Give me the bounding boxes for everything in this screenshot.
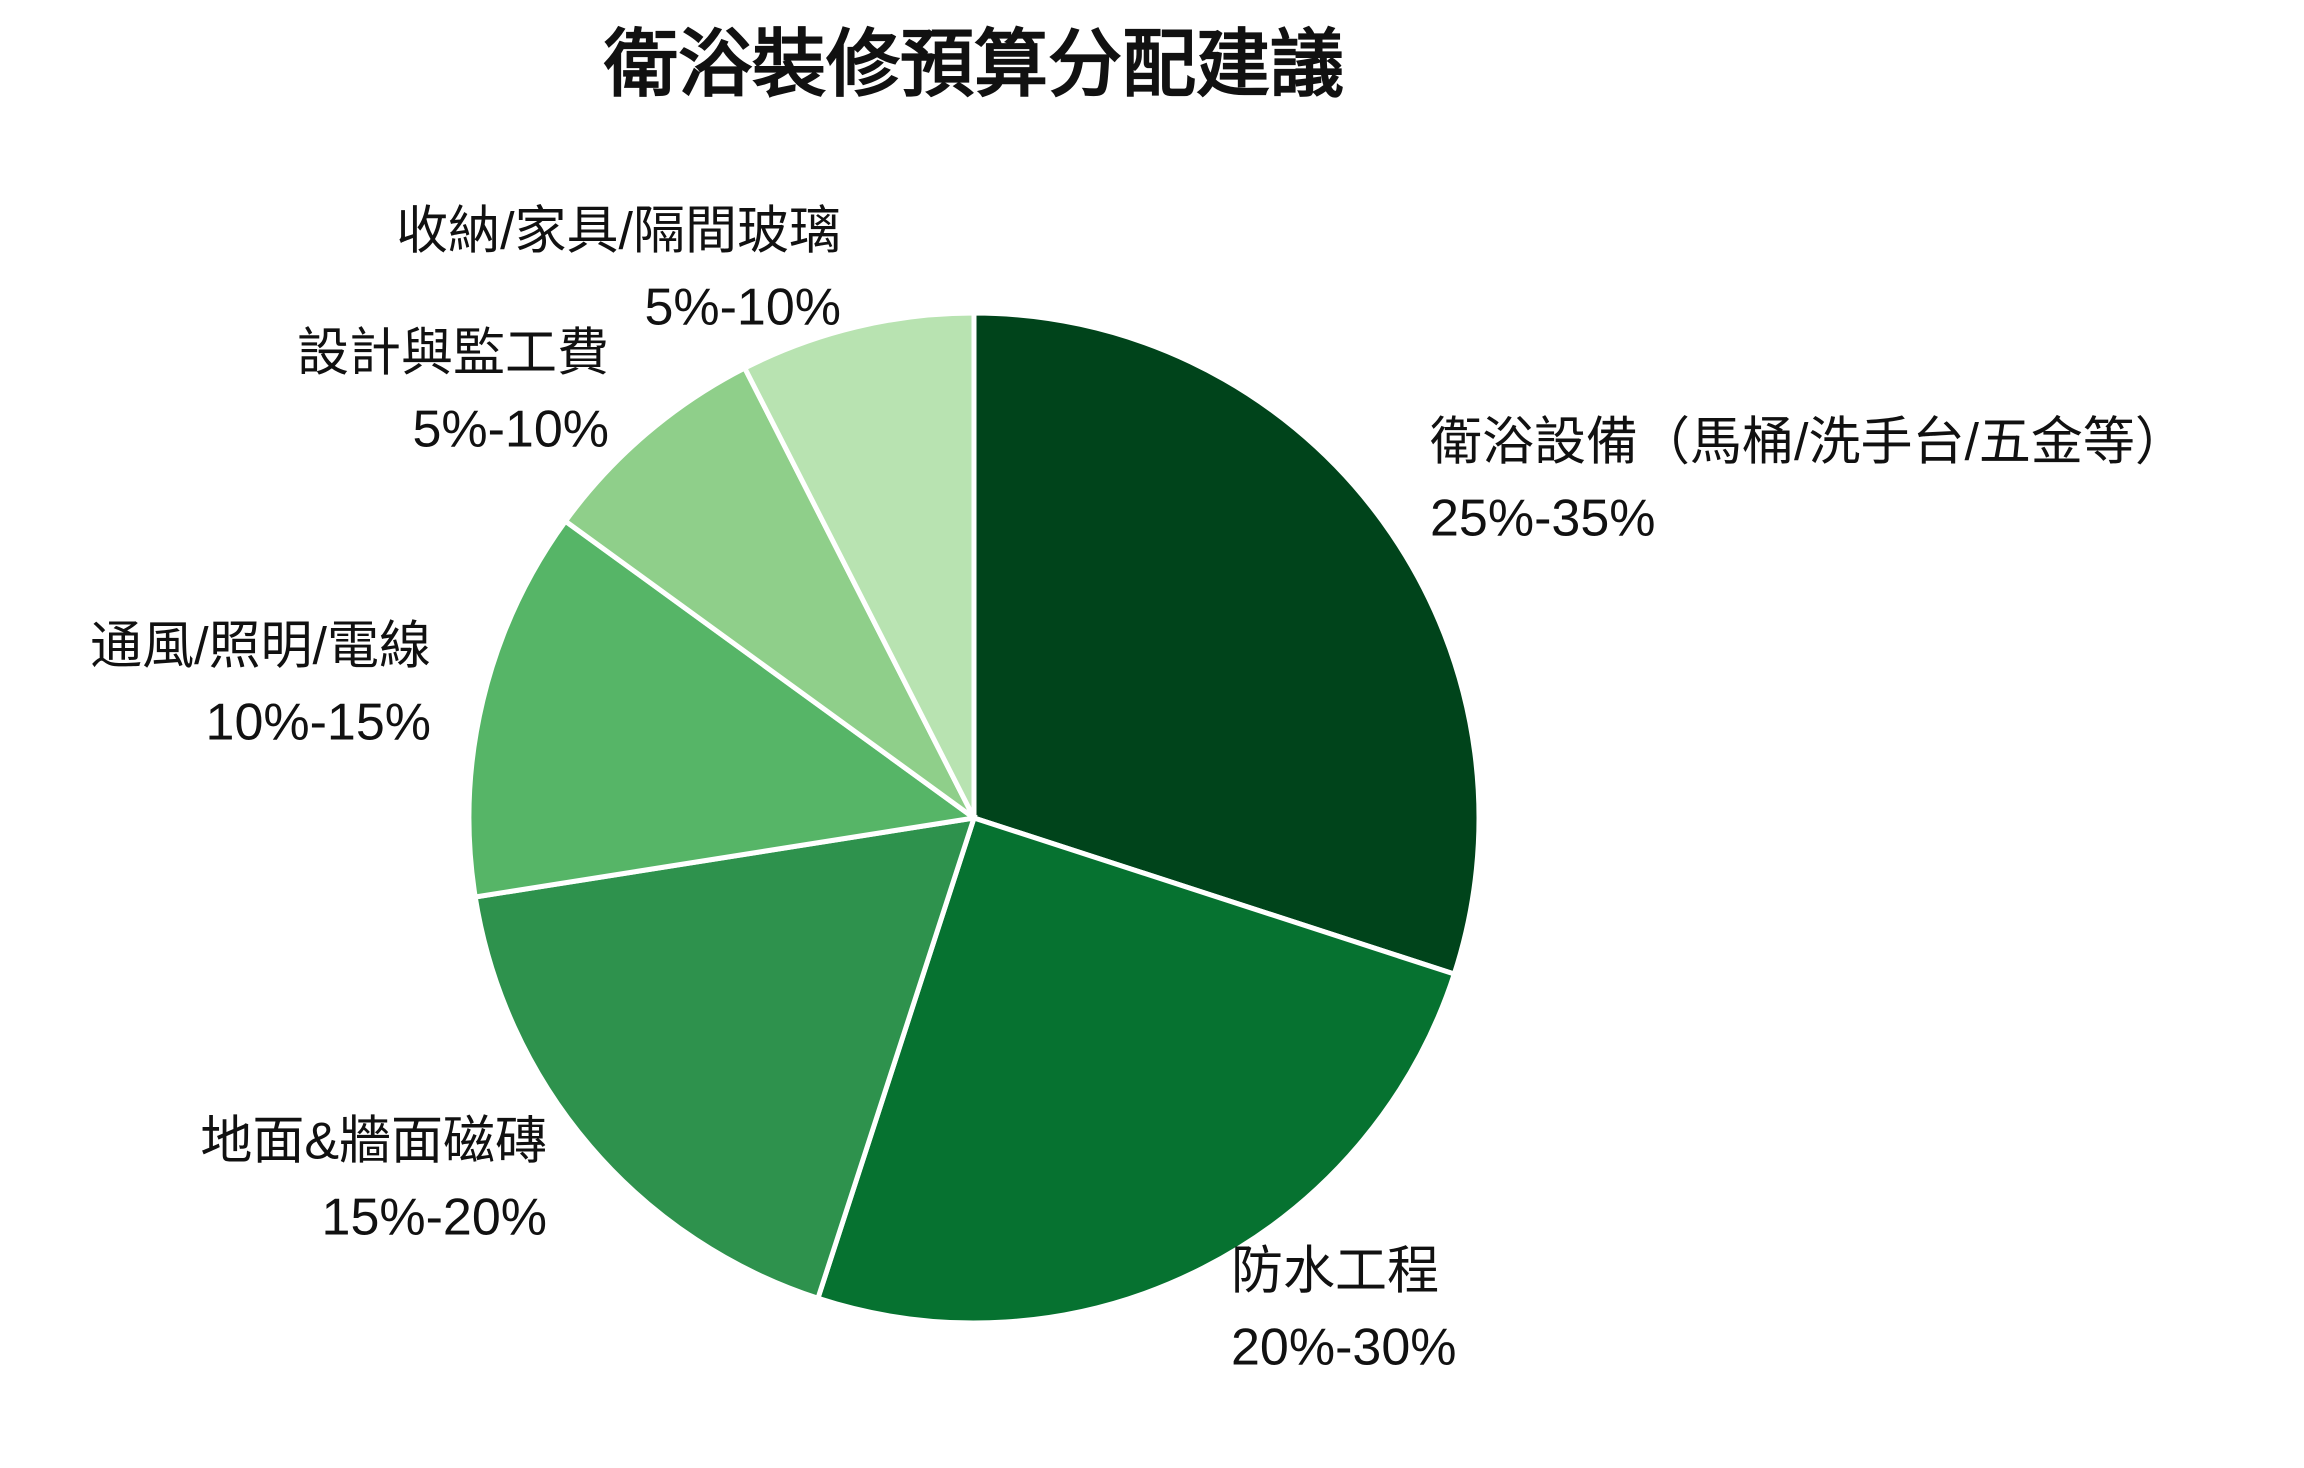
slice-label: 收納/家具/隔間玻璃 bbox=[396, 203, 841, 261]
pie-slice bbox=[971, 310, 1482, 978]
slice-range: 25%-35% bbox=[1430, 490, 1655, 548]
chart-title: 衛浴裝修預算分配建議 bbox=[603, 23, 1344, 106]
slice-range: 5%-10% bbox=[644, 279, 841, 337]
slice-range: 15%-20% bbox=[322, 1189, 547, 1247]
slice-label: 設計與監工費 bbox=[297, 325, 609, 383]
slice-label: 地面&牆面磁磚 bbox=[200, 1113, 547, 1171]
pie-slice bbox=[472, 814, 978, 1302]
pie-slice bbox=[561, 364, 977, 821]
slice-label: 防水工程 bbox=[1231, 1243, 1439, 1301]
pie-slice bbox=[466, 517, 981, 900]
slice-range: 10%-15% bbox=[206, 694, 431, 752]
pie-slice bbox=[741, 310, 977, 820]
pie-slice bbox=[814, 814, 1458, 1326]
slice-range: 20%-30% bbox=[1231, 1319, 1456, 1377]
slice-label: 通風/照明/電線 bbox=[90, 618, 431, 676]
slice-range: 5%-10% bbox=[412, 401, 609, 459]
slice-label: 衛浴設備（馬桶/洗手台/五金等） bbox=[1430, 414, 2187, 472]
